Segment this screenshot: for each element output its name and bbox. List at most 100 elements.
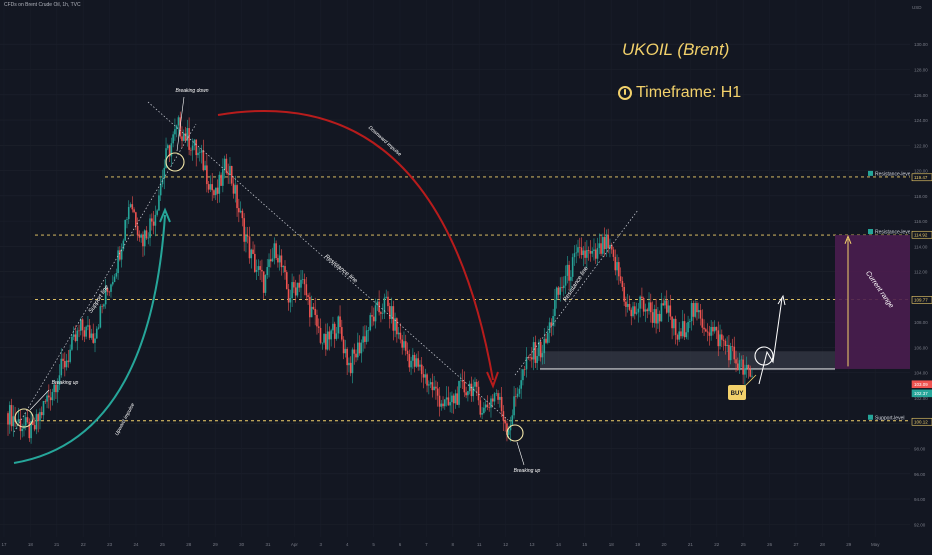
- candle-body: [90, 333, 93, 338]
- x-tick-label: May: [871, 542, 880, 547]
- candle-body: [227, 172, 229, 175]
- candle-body: [662, 303, 665, 306]
- candle-body: [163, 167, 166, 179]
- candle-body: [388, 306, 391, 319]
- candle-body: [422, 374, 425, 378]
- candle-body: [80, 319, 82, 331]
- buy-pointer: [744, 374, 757, 387]
- candle-body: [568, 264, 570, 281]
- candle-body: [648, 302, 650, 312]
- candle-body: [241, 210, 244, 219]
- candle-body: [255, 270, 258, 272]
- candle-body: [170, 143, 173, 157]
- candle-body: [424, 374, 427, 378]
- y-tick-label: 122.00: [914, 143, 928, 148]
- candle-body: [358, 342, 361, 354]
- candle-body: [360, 342, 363, 354]
- level-marker-icon: [868, 229, 873, 235]
- candle-body: [461, 380, 464, 382]
- x-tick-label: 17: [1, 542, 7, 547]
- candle-body: [191, 145, 194, 151]
- candle-body: [104, 288, 107, 305]
- candle-body: [204, 165, 206, 171]
- level-marker-icon: [868, 414, 873, 420]
- candle-body: [225, 158, 228, 173]
- candle-body: [516, 393, 519, 397]
- candle-body: [598, 243, 601, 248]
- candle-body: [433, 386, 435, 391]
- candle-body: [689, 321, 691, 323]
- candle-body: [220, 174, 222, 186]
- candle-body: [561, 287, 563, 289]
- candle-body: [600, 243, 602, 254]
- y-tick-label: 116.00: [914, 219, 928, 224]
- candle-body: [124, 219, 126, 241]
- candle-body: [630, 309, 633, 317]
- y-tick-label: 94.00: [914, 497, 926, 502]
- candle-body: [94, 338, 96, 343]
- candle-body: [64, 361, 66, 368]
- candle-body: [699, 310, 702, 319]
- candle-body: [74, 334, 77, 342]
- candle-body: [715, 326, 718, 331]
- candle-body: [165, 148, 167, 168]
- candle-body: [159, 184, 162, 196]
- candle-body: [268, 259, 270, 268]
- candle-body: [81, 319, 84, 331]
- candle-body: [223, 158, 226, 170]
- candle-body: [303, 279, 306, 285]
- x-tick-label: 23: [107, 542, 113, 547]
- candle-body: [692, 303, 695, 317]
- candle-body: [181, 136, 183, 141]
- candle-body: [211, 184, 214, 191]
- support-line: [13, 123, 197, 433]
- candle-body: [396, 318, 398, 335]
- candle-body: [674, 318, 677, 335]
- y-tick-label: 124.00: [914, 118, 928, 123]
- x-tick-label: 14: [556, 542, 562, 547]
- candle-body: [138, 235, 141, 238]
- candle-body: [538, 341, 540, 357]
- candle-body: [673, 318, 675, 329]
- projection-arrow: [758, 297, 783, 385]
- candle-body: [392, 306, 395, 331]
- candle-body: [541, 353, 544, 358]
- candle-body: [378, 301, 380, 313]
- candle-body: [42, 400, 45, 416]
- candle-body: [158, 195, 160, 211]
- candle-body: [744, 368, 746, 375]
- candle-body: [493, 393, 496, 402]
- candle-body: [32, 421, 34, 426]
- candle-body: [483, 407, 485, 413]
- candle-body: [193, 139, 196, 146]
- candle-body: [729, 346, 732, 361]
- candle-body: [383, 297, 386, 314]
- candle-body: [625, 301, 627, 307]
- candle-body: [49, 397, 52, 401]
- candle-body: [603, 237, 606, 250]
- candle-body: [182, 133, 185, 141]
- x-tick-label: 15: [582, 542, 588, 547]
- candle-body: [152, 221, 155, 226]
- candle-body: [257, 266, 260, 271]
- x-tick-label: 22: [81, 542, 87, 547]
- candle-body: [30, 421, 32, 439]
- candle-body: [566, 264, 569, 276]
- candle-body: [669, 305, 672, 317]
- candle-body: [46, 395, 48, 402]
- candle-body: [495, 393, 498, 394]
- candle-body: [417, 358, 419, 367]
- candle-body: [644, 309, 647, 312]
- candle-body: [664, 300, 666, 306]
- candle-body: [635, 312, 638, 314]
- candle-body: [610, 244, 613, 250]
- candle-body: [85, 326, 87, 337]
- candle-body: [136, 225, 139, 236]
- candle-body: [346, 348, 348, 366]
- candle-body: [573, 253, 576, 258]
- candle-body: [701, 318, 704, 328]
- candle-body: [513, 396, 515, 416]
- candle-body: [145, 230, 148, 239]
- candle-body: [108, 291, 111, 293]
- candle-body: [348, 362, 350, 366]
